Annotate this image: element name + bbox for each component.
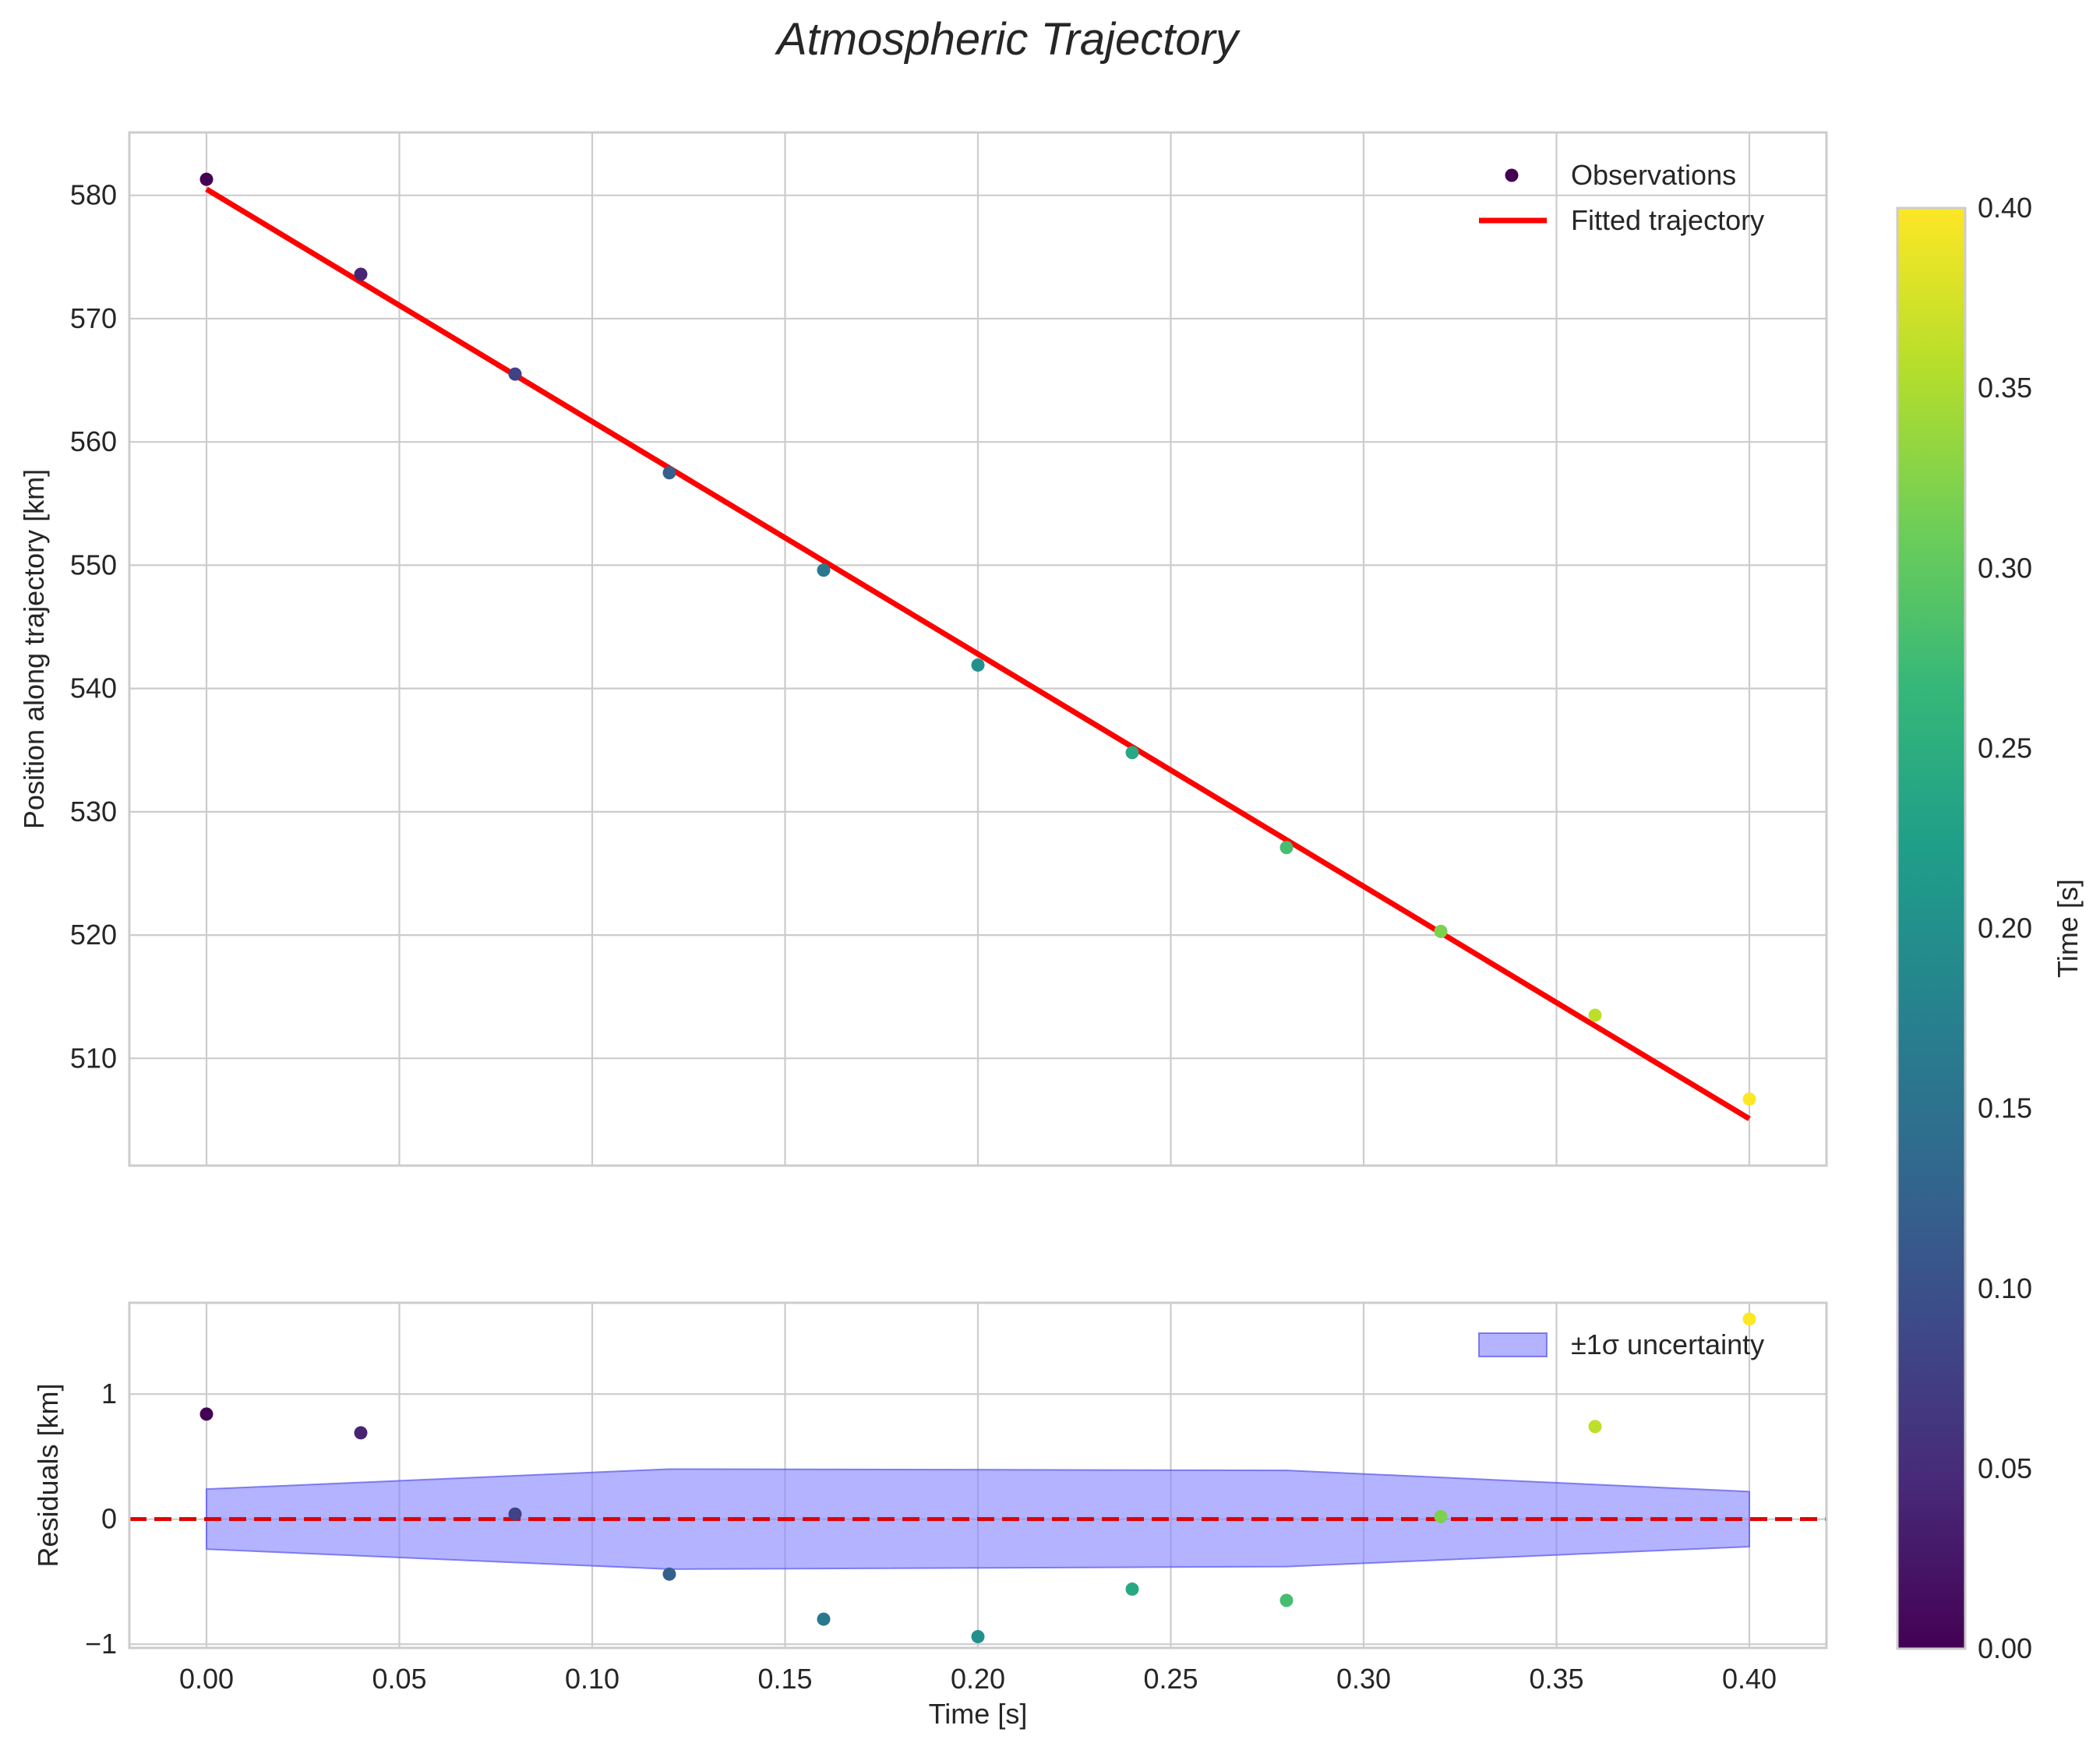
y-tick-label: 1 [101,1378,117,1410]
residual-point [1434,1509,1448,1523]
observation-point [1434,924,1448,938]
y-tick-label: 530 [70,796,117,827]
legend-fitted-label: Fitted trajectory [1571,204,1764,236]
x-tick-label: 0.40 [1722,1663,1777,1695]
y-axis-label: Position along trajectory [km] [18,469,50,829]
x-tick-label: 0.35 [1529,1663,1583,1695]
legend: ±1σ uncertainty [1478,1328,1764,1360]
colorbar-frame [1896,206,1967,1650]
residual-point [508,1507,522,1521]
y-tick-label: 570 [70,302,117,334]
colorbar-gradient [1897,208,1965,1649]
observation-point [1125,746,1139,760]
residual-point [1588,1420,1602,1434]
plot-frame [128,131,1828,1167]
observation-point [971,658,985,672]
colorbar-tick-label: 0.25 [1978,732,2032,764]
residual-point [1742,1312,1756,1326]
position-plot: 510 520 530 540 550 560 570 580 Position along t… [18,131,1828,1167]
residual-point [354,1426,368,1440]
y-tick-label: 580 [70,179,117,211]
y-tick-label: 550 [70,549,117,580]
y-tick-label: 540 [70,672,117,704]
x-tick-label: 0.10 [565,1663,619,1695]
y-tick-label: 510 [70,1042,117,1074]
observation-point [1742,1092,1756,1106]
residuals-plot: 0.00 0.05 0.10 0.15 0.20 0.25 0.30 0.35 0.40 −1 0 1… [32,1301,1828,1730]
y-tick-label: −1 [85,1628,117,1660]
colorbar-tick-label: 0.35 [1978,372,2032,404]
observation-point [662,466,676,480]
x-tick-label: 0.20 [951,1663,1005,1695]
residual-point [1279,1593,1294,1607]
residual-point [817,1612,831,1626]
y-tick-label: 520 [70,919,117,951]
colorbar-tick-label: 0.20 [1978,912,2032,944]
colorbar-tick-label: 0.10 [1978,1272,2032,1304]
colorbar-tick-label: 0.05 [1978,1452,2032,1484]
observation-point [199,172,214,186]
plot-frame [128,1301,1828,1649]
observation-point [354,267,368,281]
legend-band-label: ±1σ uncertainty [1571,1328,1764,1360]
y-tick-label: 0 [101,1503,117,1535]
legend: Observations Fitted trajectory [1479,159,1764,236]
observation-point [817,563,831,577]
x-tick-label: 0.25 [1143,1663,1198,1695]
colorbar-tick-label: 0.30 [1978,552,2032,584]
observation-point [508,367,522,381]
legend-observations-label: Observations [1571,159,1736,191]
colorbar-tick-label: 0.40 [1978,192,2032,224]
x-tick-label: 0.15 [757,1663,812,1695]
legend-band-swatch [1478,1332,1548,1357]
fitted-trajectory-line [205,186,1751,1121]
residual-point [971,1630,985,1644]
x-axis-label: Time [s] [929,1698,1028,1730]
observation-point [1279,841,1294,855]
colorbar-tick-label: 0.15 [1978,1092,2032,1124]
observation-point [1588,1008,1602,1022]
colorbar-tick-label: 0.00 [1978,1632,2032,1664]
residual-point [662,1567,676,1581]
colorbar: 0.00 0.05 0.10 0.15 0.20 0.25 0.30 0.35 0.40 Time… [1896,192,2084,1664]
y-tick-label: 560 [70,425,117,457]
y-axis-label: Residuals [km] [32,1383,64,1567]
x-tick-label: 0.00 [179,1663,234,1695]
legend-observations-marker [1505,168,1519,182]
residual-point [199,1407,214,1421]
colorbar-label: Time [s] [2052,879,2084,978]
figure-title: Atmospheric Trajectory [775,14,1241,65]
x-tick-label: 0.30 [1336,1663,1391,1695]
residual-point [1125,1582,1139,1597]
x-tick-label: 0.05 [372,1663,426,1695]
